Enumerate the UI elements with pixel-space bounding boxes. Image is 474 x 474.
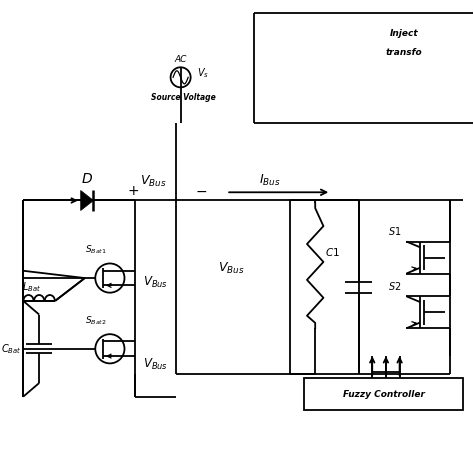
Text: $S_{Bat1}$: $S_{Bat1}$: [85, 244, 107, 256]
Text: $D$: $D$: [81, 172, 93, 186]
Text: $V_s$: $V_s$: [198, 66, 210, 80]
Bar: [304, 378, 464, 410]
Text: Inject: Inject: [390, 29, 419, 38]
Text: $S1$: $S1$: [389, 225, 402, 237]
Text: $-$: $-$: [195, 184, 207, 198]
Text: $C1$: $C1$: [325, 246, 340, 258]
Polygon shape: [81, 191, 93, 210]
Text: $C_{Bat}$: $C_{Bat}$: [1, 342, 22, 356]
Text: AC: AC: [174, 55, 187, 64]
Text: $S2$: $S2$: [389, 280, 402, 292]
Text: $V_{Bus}$: $V_{Bus}$: [140, 174, 166, 189]
Text: $V_{Bus}$: $V_{Bus}$: [143, 357, 168, 372]
Text: $V_{Bus}$: $V_{Bus}$: [218, 261, 244, 276]
Text: Source Voltage: Source Voltage: [151, 93, 215, 102]
Text: Fuzzy Controller: Fuzzy Controller: [343, 390, 425, 399]
Text: transfo: transfo: [386, 48, 422, 57]
Text: $+$: $+$: [127, 184, 139, 198]
Text: $I_{Bus}$: $I_{Bus}$: [259, 173, 281, 188]
Text: $L_{Bat}$: $L_{Bat}$: [22, 280, 41, 294]
Text: $S_{Bat2}$: $S_{Bat2}$: [85, 314, 107, 327]
Text: $V_{Bus}$: $V_{Bus}$: [143, 275, 168, 290]
